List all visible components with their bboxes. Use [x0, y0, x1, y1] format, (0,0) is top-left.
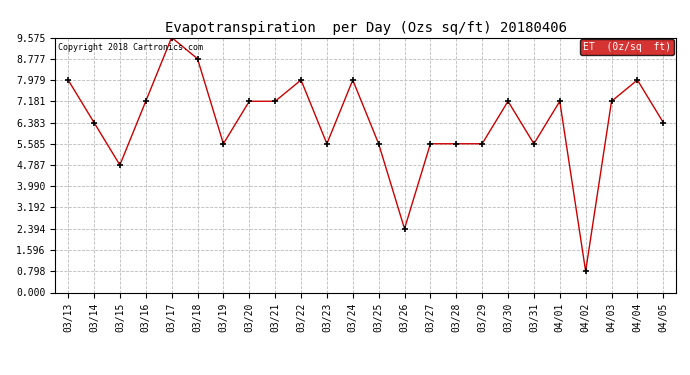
Text: Copyright 2018 Cartronics.com: Copyright 2018 Cartronics.com	[58, 43, 204, 52]
Legend: ET  (0z/sq  ft): ET (0z/sq ft)	[580, 39, 674, 55]
Title: Evapotranspiration  per Day (Ozs sq/ft) 20180406: Evapotranspiration per Day (Ozs sq/ft) 2…	[165, 21, 566, 35]
